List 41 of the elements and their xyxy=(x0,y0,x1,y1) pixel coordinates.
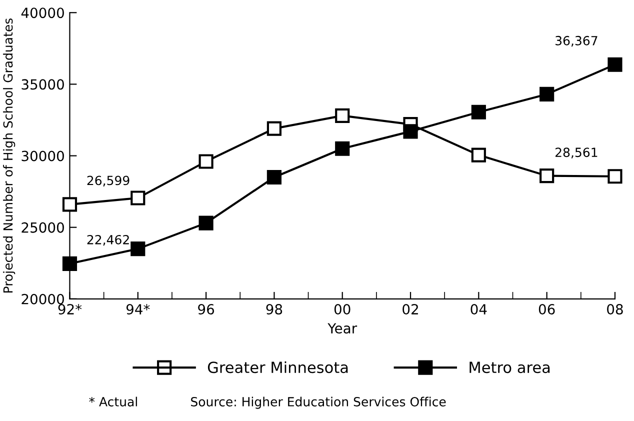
point xyxy=(130,242,146,256)
data-label: 36,367 xyxy=(556,36,598,47)
x-tick-label: 96 xyxy=(198,304,214,315)
x-tick-label: 98 xyxy=(266,304,282,315)
y-tick-label: 35000 xyxy=(22,79,64,90)
point xyxy=(62,256,78,271)
point xyxy=(130,190,146,206)
x-tick-label: 08 xyxy=(607,304,623,315)
legend-label: Greater Minnesota xyxy=(208,361,348,374)
point xyxy=(608,169,622,184)
x-axis-title: Year xyxy=(328,323,358,334)
source-note: Source: Higher Education Services Office xyxy=(191,396,446,409)
data-label: 22,462 xyxy=(87,234,129,246)
y-tick-label: 30000 xyxy=(22,150,64,162)
point xyxy=(335,108,350,123)
x-tick-label: 94* xyxy=(126,304,150,315)
x-tick-label: 92* xyxy=(58,304,82,315)
y-tick-label: 25000 xyxy=(22,222,64,233)
point xyxy=(198,216,214,230)
point xyxy=(540,168,554,184)
x-tick-label: 04 xyxy=(470,304,487,315)
data-label: 28,561 xyxy=(555,148,598,158)
y-tick-label: 20000 xyxy=(22,294,64,304)
point xyxy=(608,57,622,72)
point xyxy=(266,121,282,136)
point xyxy=(335,141,350,156)
point xyxy=(471,104,486,120)
legend-label: Metro area xyxy=(470,362,550,374)
point xyxy=(471,148,486,162)
y-tick-label: 40000 xyxy=(21,8,64,18)
point xyxy=(403,124,418,139)
point xyxy=(540,86,554,102)
data-label: 26,599 xyxy=(87,176,130,186)
y-axis-title: Projected Number of High School Graduates xyxy=(3,18,16,292)
x-tick-label: 02 xyxy=(402,304,418,315)
point xyxy=(198,154,214,169)
point xyxy=(62,197,78,212)
x-tick-label: 00 xyxy=(334,304,350,315)
point xyxy=(266,170,282,185)
text: * Actual xyxy=(89,396,137,406)
x-tick-label: 06 xyxy=(538,304,555,315)
